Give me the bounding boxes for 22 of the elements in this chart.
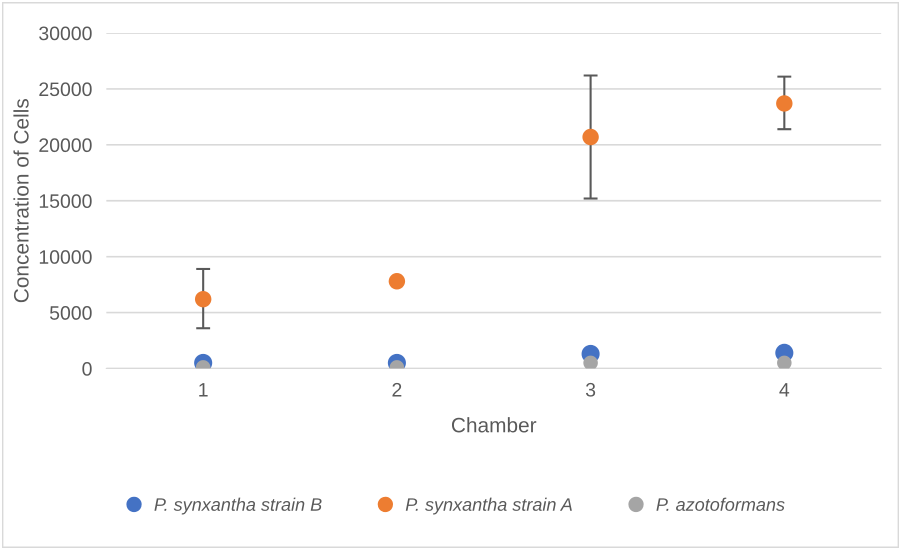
legend-label: P. synxantha strain A xyxy=(406,498,572,514)
y-tick-label: 10000 xyxy=(40,250,92,264)
y-tick-label: 0 xyxy=(82,362,92,376)
y-tick-label: 20000 xyxy=(39,138,92,152)
point xyxy=(388,273,406,290)
y-tick-label: 5000 xyxy=(50,306,92,320)
y-tick-label: 30000 xyxy=(39,26,92,40)
point xyxy=(776,95,793,112)
legend-label: P. azotoformans xyxy=(656,498,785,511)
x-tick-label: 2 xyxy=(392,382,402,396)
point xyxy=(777,356,792,368)
legend-label: P. synxantha strain B xyxy=(154,498,322,514)
point xyxy=(582,128,599,146)
point xyxy=(194,290,212,308)
x-tick-label: 1 xyxy=(199,383,208,396)
y-tick-label: 25000 xyxy=(39,82,92,96)
y-tick-label: 15000 xyxy=(40,194,92,208)
point xyxy=(583,356,598,368)
x-axis-title: Chamber xyxy=(452,417,536,432)
x-tick-label: 4 xyxy=(779,383,790,396)
x-tick-label: 3 xyxy=(586,382,596,397)
y-axis-title: Concentration of Cells xyxy=(13,99,29,302)
